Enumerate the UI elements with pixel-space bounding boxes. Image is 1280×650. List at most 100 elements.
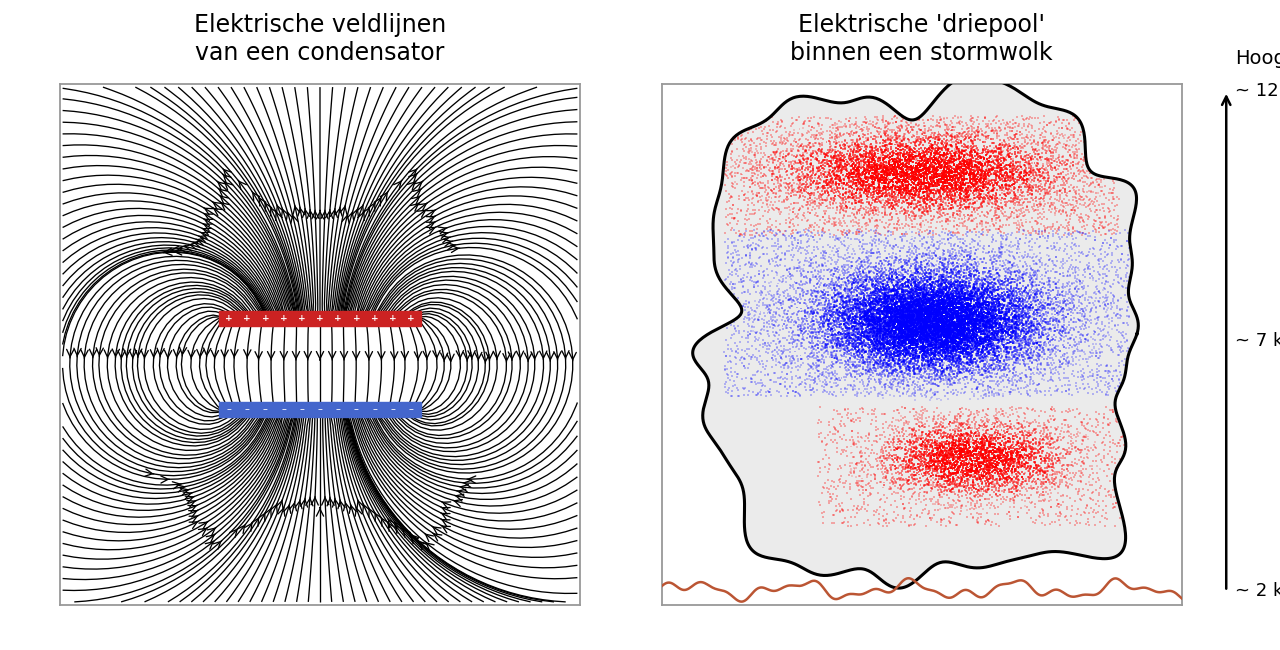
- Point: [1076, 330, 1097, 340]
- Point: [1021, 336, 1042, 346]
- Point: [1048, 422, 1069, 432]
- Point: [1016, 114, 1037, 124]
- FancyArrowPatch shape: [292, 352, 300, 360]
- Point: [1050, 172, 1070, 182]
- Point: [972, 356, 992, 367]
- Point: [845, 311, 865, 321]
- Point: [867, 341, 887, 351]
- Point: [1044, 198, 1065, 209]
- Point: [932, 471, 952, 482]
- Point: [1082, 271, 1102, 281]
- Point: [918, 435, 938, 445]
- Point: [950, 299, 970, 309]
- Point: [905, 307, 925, 317]
- Point: [837, 370, 858, 380]
- FancyArrowPatch shape: [433, 533, 442, 541]
- Point: [849, 333, 869, 343]
- Point: [951, 316, 972, 326]
- Point: [829, 341, 850, 351]
- Point: [923, 161, 943, 172]
- Point: [739, 256, 759, 266]
- Point: [800, 317, 820, 328]
- Point: [733, 124, 754, 135]
- Point: [873, 164, 893, 175]
- Point: [923, 166, 943, 177]
- Point: [884, 335, 905, 345]
- Point: [1048, 206, 1069, 216]
- Point: [874, 343, 895, 354]
- Point: [1046, 227, 1066, 238]
- Point: [812, 265, 832, 275]
- Point: [946, 269, 966, 280]
- Point: [819, 202, 840, 213]
- Point: [847, 300, 868, 310]
- Point: [870, 278, 891, 288]
- Point: [1009, 418, 1029, 428]
- Point: [966, 330, 987, 341]
- Point: [1024, 317, 1044, 328]
- Point: [919, 242, 940, 253]
- Point: [978, 299, 998, 309]
- Point: [955, 311, 975, 322]
- Point: [929, 309, 950, 319]
- Point: [966, 328, 987, 339]
- Point: [909, 344, 929, 354]
- Point: [722, 386, 742, 396]
- Point: [1014, 482, 1034, 492]
- Point: [945, 482, 965, 493]
- Point: [936, 373, 956, 384]
- Point: [828, 137, 849, 148]
- Point: [901, 198, 922, 208]
- Point: [838, 364, 859, 374]
- Point: [891, 283, 911, 294]
- Point: [950, 329, 970, 339]
- Point: [881, 313, 901, 323]
- Point: [826, 147, 846, 157]
- Point: [878, 313, 899, 323]
- Point: [965, 287, 986, 298]
- Point: [1060, 162, 1080, 172]
- Point: [914, 368, 934, 378]
- Point: [836, 369, 856, 379]
- Point: [960, 178, 980, 188]
- Point: [943, 279, 964, 289]
- Point: [1043, 292, 1064, 303]
- Point: [946, 324, 966, 335]
- Point: [818, 264, 838, 274]
- Point: [765, 127, 786, 137]
- Point: [887, 333, 908, 343]
- Point: [948, 496, 969, 506]
- Point: [863, 318, 883, 328]
- Point: [979, 310, 1000, 320]
- Point: [1036, 314, 1056, 324]
- Point: [846, 285, 867, 295]
- Point: [924, 504, 945, 515]
- Point: [833, 265, 854, 276]
- Point: [938, 321, 959, 332]
- Point: [961, 470, 982, 480]
- Point: [855, 311, 876, 321]
- Point: [945, 424, 965, 435]
- Point: [916, 327, 937, 337]
- Point: [896, 456, 916, 467]
- Point: [774, 307, 795, 318]
- Point: [740, 226, 760, 236]
- Point: [965, 331, 986, 341]
- Point: [1004, 471, 1024, 482]
- Point: [927, 358, 947, 369]
- Point: [861, 153, 882, 164]
- Point: [1005, 352, 1025, 362]
- Point: [1057, 289, 1078, 299]
- Point: [856, 272, 877, 282]
- Point: [919, 449, 940, 460]
- Point: [956, 301, 977, 311]
- Point: [996, 450, 1016, 461]
- Point: [982, 332, 1002, 343]
- Point: [837, 253, 858, 263]
- Point: [878, 317, 899, 328]
- Point: [978, 309, 998, 320]
- Point: [886, 512, 906, 523]
- Point: [776, 188, 796, 198]
- Point: [813, 160, 833, 170]
- Point: [974, 112, 995, 122]
